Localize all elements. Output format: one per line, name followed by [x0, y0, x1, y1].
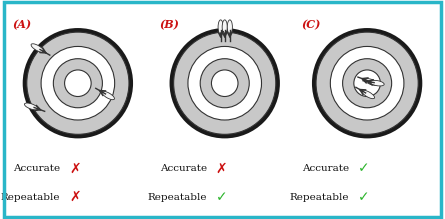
Text: Accurate: Accurate	[302, 164, 349, 173]
Text: Repeatable: Repeatable	[147, 193, 207, 202]
Text: ✓: ✓	[358, 162, 370, 176]
Text: ✗: ✗	[69, 162, 81, 176]
Circle shape	[343, 59, 392, 108]
Ellipse shape	[362, 90, 375, 99]
Text: ✗: ✗	[216, 162, 227, 176]
Ellipse shape	[24, 103, 38, 110]
Circle shape	[316, 32, 418, 134]
Ellipse shape	[31, 44, 44, 52]
Ellipse shape	[227, 20, 232, 34]
Ellipse shape	[370, 80, 384, 86]
Text: ✓: ✓	[216, 190, 227, 204]
Circle shape	[65, 70, 91, 97]
Circle shape	[211, 70, 238, 97]
Text: Accurate: Accurate	[13, 164, 60, 173]
Circle shape	[41, 46, 115, 120]
Ellipse shape	[222, 20, 227, 34]
Text: (B): (B)	[159, 19, 179, 30]
Text: (A): (A)	[12, 19, 32, 30]
Circle shape	[174, 32, 276, 134]
Text: Repeatable: Repeatable	[290, 193, 349, 202]
Text: (C): (C)	[302, 19, 321, 30]
Circle shape	[312, 28, 422, 138]
Circle shape	[354, 70, 380, 97]
Text: ✓: ✓	[358, 190, 370, 204]
Circle shape	[27, 32, 129, 134]
Circle shape	[170, 28, 280, 138]
Circle shape	[53, 59, 102, 108]
Ellipse shape	[102, 91, 114, 100]
Text: Repeatable: Repeatable	[0, 193, 60, 202]
Text: ✗: ✗	[69, 190, 81, 204]
Text: Accurate: Accurate	[160, 164, 207, 173]
Circle shape	[200, 59, 249, 108]
Ellipse shape	[364, 79, 378, 85]
Circle shape	[23, 28, 133, 138]
Circle shape	[330, 46, 404, 120]
Circle shape	[188, 46, 262, 120]
Ellipse shape	[218, 20, 223, 34]
